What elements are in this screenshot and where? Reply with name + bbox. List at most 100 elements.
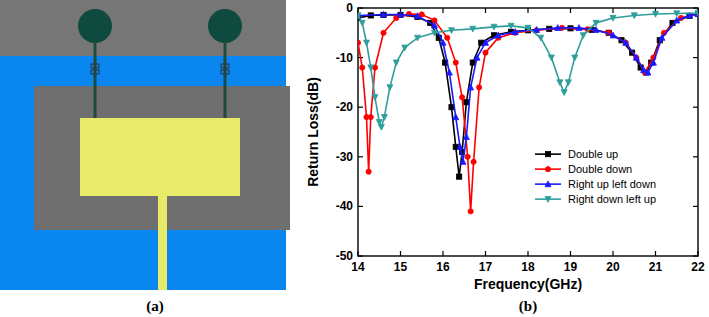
series-line	[358, 14, 698, 162]
series-marker	[387, 85, 393, 91]
x-tick-label: 18	[521, 260, 535, 274]
y-tick-right	[693, 156, 698, 157]
series-marker	[453, 114, 459, 120]
series-marker	[398, 11, 404, 17]
series-marker	[474, 54, 480, 60]
x-tick	[612, 251, 613, 256]
y-tick-right	[693, 206, 698, 207]
series-marker	[372, 95, 378, 101]
x-tick-top	[527, 8, 528, 13]
series-marker	[453, 60, 458, 65]
x-tick-label: 15	[394, 260, 408, 274]
x-tick-label: 17	[479, 260, 493, 274]
x-tick-label: 14	[351, 260, 365, 274]
x-axis-label: Frequency(GHz)	[474, 276, 582, 292]
series-marker	[483, 40, 489, 46]
y-axis-label: Return Loss(dB)	[305, 77, 321, 187]
series-line	[358, 13, 698, 127]
panel-label: (a)	[146, 298, 164, 315]
plot-frame	[358, 8, 698, 256]
series-marker	[358, 13, 361, 19]
series-marker	[610, 32, 616, 38]
panel-label: (b)	[519, 298, 537, 315]
x-tick-top	[612, 8, 613, 13]
x-tick	[400, 251, 401, 256]
y-tick-label: 0	[346, 1, 353, 15]
top-layer	[0, 0, 286, 56]
switch	[221, 64, 229, 68]
series-marker	[633, 54, 639, 60]
stub-line	[224, 40, 227, 118]
series-line	[358, 14, 698, 177]
chart: 141516171819202122-50-40-30-20-100Freque…	[305, 1, 705, 292]
series-marker	[358, 40, 361, 45]
series-marker	[460, 95, 465, 100]
patch	[80, 118, 240, 196]
series-marker	[561, 90, 567, 96]
series-marker	[674, 17, 680, 23]
legend-marker	[545, 181, 551, 187]
series-marker	[538, 35, 544, 41]
x-tick	[485, 251, 486, 256]
series-marker	[364, 40, 370, 46]
switch	[221, 70, 229, 74]
series-marker	[653, 11, 659, 17]
series-marker	[534, 27, 540, 33]
legend-label: Right up left down	[568, 178, 656, 190]
series-marker	[557, 80, 563, 86]
series-marker	[468, 84, 474, 90]
radiator-disc	[208, 9, 242, 43]
x-tick-top	[570, 8, 571, 13]
antenna-diagram	[0, 0, 290, 290]
y-tick	[358, 107, 363, 108]
y-tick	[358, 156, 363, 157]
series-marker	[641, 67, 647, 73]
feed-line	[158, 196, 167, 290]
x-tick-label: 22	[691, 260, 705, 274]
series-marker	[440, 40, 446, 46]
series-marker	[495, 32, 501, 38]
series-marker	[465, 154, 470, 159]
series-marker	[381, 30, 386, 35]
series-marker	[593, 20, 599, 26]
x-tick	[442, 251, 443, 256]
series-marker	[432, 22, 438, 28]
series-line	[358, 14, 698, 211]
series-marker	[491, 24, 497, 30]
series-marker	[623, 40, 629, 46]
x-tick	[655, 251, 656, 256]
series-marker	[548, 55, 554, 61]
series-marker	[470, 26, 476, 32]
stub-line	[94, 40, 97, 118]
series-marker	[449, 28, 455, 34]
series-marker	[468, 209, 473, 214]
x-tick	[527, 251, 528, 256]
y-tick-label: -40	[336, 199, 354, 213]
series-marker	[419, 12, 424, 17]
series-marker	[572, 55, 578, 61]
series-marker	[460, 159, 466, 165]
switch	[91, 64, 99, 68]
series-marker	[565, 80, 571, 86]
y-tick-label: -20	[336, 100, 354, 114]
series-marker	[508, 23, 514, 29]
series-marker	[512, 29, 518, 35]
series-marker	[580, 33, 586, 39]
series-marker	[483, 50, 488, 55]
series-marker	[446, 69, 452, 75]
series-marker	[360, 65, 365, 70]
x-tick-top	[442, 8, 443, 13]
legend-marker	[545, 197, 551, 203]
y-tick-label: -50	[336, 249, 354, 263]
series-marker	[610, 15, 616, 21]
x-tick	[570, 251, 571, 256]
radiator-disc	[78, 9, 112, 43]
series-marker	[457, 174, 462, 179]
series-marker	[659, 35, 665, 41]
series-marker	[463, 134, 469, 140]
legend-label: Double up	[568, 148, 618, 160]
series-marker	[695, 10, 698, 16]
legend-marker	[545, 167, 550, 172]
series-marker	[368, 115, 373, 120]
series-marker	[378, 124, 384, 130]
